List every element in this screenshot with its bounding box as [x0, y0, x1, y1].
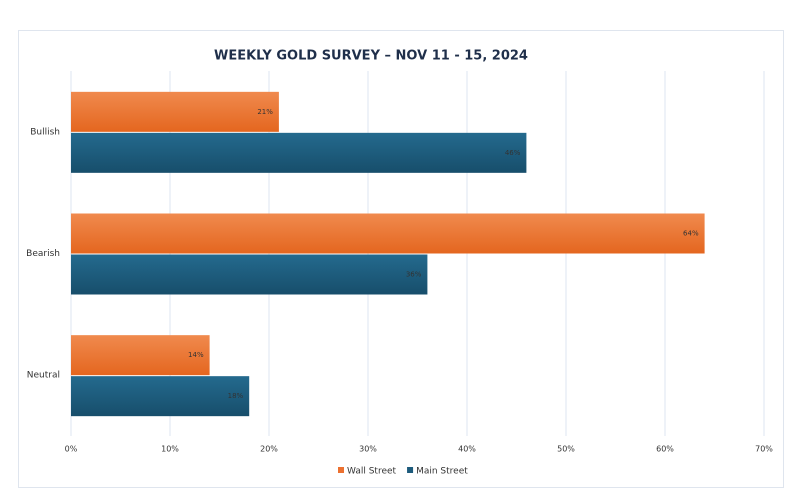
x-tick-label: 10%: [161, 445, 179, 454]
legend-marker: [338, 467, 344, 473]
data-label: 64%: [683, 230, 699, 238]
x-tick-label: 0%: [65, 445, 78, 454]
x-tick-label: 70%: [755, 445, 773, 454]
data-label: 46%: [505, 149, 521, 157]
bar: [71, 254, 428, 295]
x-tick-label: 40%: [458, 445, 476, 454]
y-tick-label: Bearish: [26, 249, 60, 259]
legend-label: Wall Street: [347, 467, 397, 477]
y-tick-label: Neutral: [27, 371, 60, 381]
x-tick-label: 30%: [359, 445, 377, 454]
bar: [71, 132, 527, 173]
legend-marker: [407, 467, 414, 473]
bar: [71, 91, 279, 132]
data-label: 14%: [188, 351, 204, 359]
x-tick-label: 20%: [260, 445, 278, 454]
data-label: 18%: [228, 392, 244, 400]
legend-label: Main Street: [416, 467, 468, 477]
x-tick-label: 60%: [656, 445, 674, 454]
chart-title: WEEKLY GOLD SURVEY – NOV 11 - 15, 2024: [214, 49, 528, 64]
data-label: 21%: [257, 108, 273, 116]
bar: [71, 335, 210, 376]
bar: [71, 376, 250, 417]
data-label: 36%: [406, 271, 422, 279]
bar: [71, 213, 705, 254]
y-tick-label: Bullish: [30, 127, 60, 137]
x-tick-label: 50%: [557, 445, 575, 454]
